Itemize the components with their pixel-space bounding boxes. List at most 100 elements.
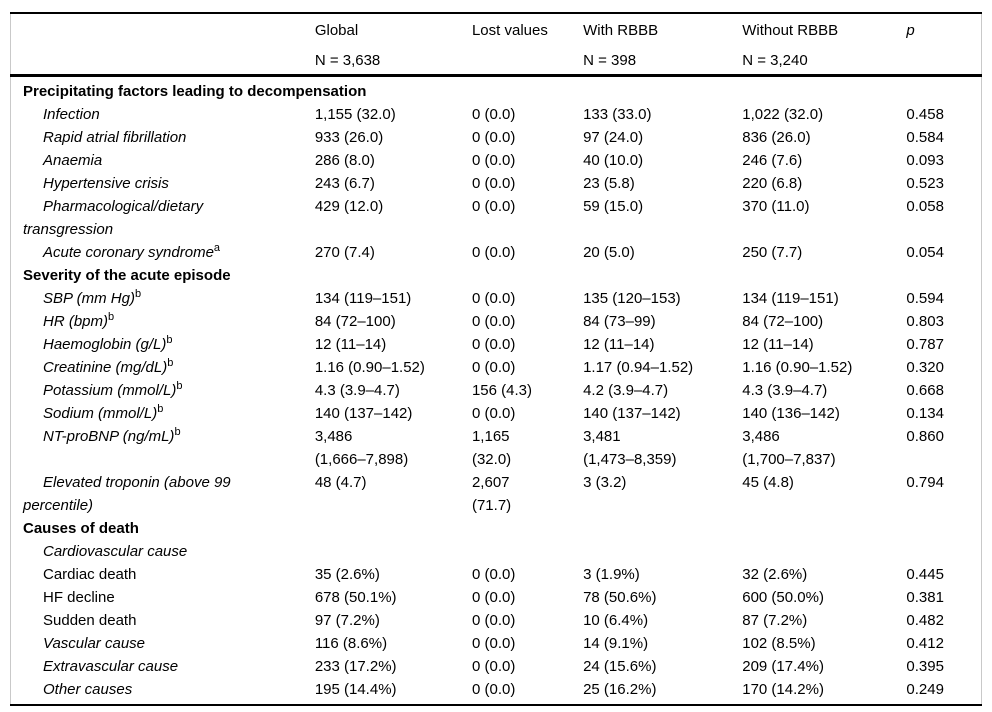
row-label: Vascular cause (43, 635, 145, 652)
cell-p-value: 0.594 (906, 290, 944, 307)
cell-without-rbbb: 1.16 (0.90–1.52) (742, 359, 853, 376)
cell-without-rbbb: 3,486 (1,700–7,837) (742, 428, 836, 468)
footnote-marker: b (134, 288, 142, 300)
column-label: Lost values (471, 22, 548, 39)
column-label: Without RBBB (742, 22, 839, 39)
cell-without-rbbb: 87 (7.2%) (742, 612, 808, 629)
cell-p-value: 0.395 (906, 658, 944, 675)
cell-lost-values: 0 (0.0) (471, 290, 516, 307)
cell-without-rbbb: 250 (7.7) (742, 244, 803, 261)
cell-global: 97 (7.2%) (314, 612, 380, 629)
column-n-count (472, 50, 583, 72)
table-row: Creatinine (mg/dL)b 1.16 (0.90–1.52) 0 (… (11, 356, 982, 379)
cell-p-value: 0.584 (906, 129, 944, 146)
column-n-count (906, 50, 981, 72)
cell-lost-values: 0 (0.0) (471, 106, 516, 123)
cell-without-rbbb: 170 (14.2%) (742, 681, 824, 698)
column-header-without-rbbb: Without RBBB N = 3,240 (742, 13, 904, 77)
row-label: Cardiovascular cause (43, 543, 188, 560)
clinical-characteristics-table: Global N = 3,638 Lost values With RBBB N… (10, 12, 982, 706)
cell-without-rbbb: 45 (4.8) (742, 474, 794, 491)
column-label: Global (314, 22, 359, 39)
row-label: Extravascular cause (43, 658, 179, 675)
table-body: Precipitating factors leading to decompe… (11, 76, 982, 706)
column-header-global: Global N = 3,638 (314, 13, 472, 77)
table-row: Anaemia 286 (8.0) 0 (0.0) 40 (10.0) 246 … (11, 149, 982, 172)
row-label: HF decline (43, 589, 115, 606)
section-header-severity: Severity of the acute episode (23, 267, 231, 284)
row-label: HR (bpm)b (43, 311, 115, 331)
cell-p-value: 0.523 (906, 175, 944, 192)
row-label: Sodium (mmol/L)b (43, 403, 164, 423)
cell-global: 4.3 (3.9–4.7) (314, 382, 400, 399)
cell-p-value: 0.412 (906, 635, 944, 652)
cell-without-rbbb: 220 (6.8) (742, 175, 803, 192)
cell-global: 3,486 (1,666–7,898) (314, 428, 409, 468)
cell-lost-values: 156 (4.3) (471, 382, 533, 399)
column-label: p (906, 22, 915, 39)
cell-with-rbbb: 97 (24.0) (583, 129, 644, 146)
cell-with-rbbb: 3 (1.9%) (583, 566, 640, 583)
cell-global: 429 (12.0) (314, 198, 384, 215)
table-row: Pharmacological/dietary transgression 42… (11, 195, 982, 241)
cell-global: 195 (14.4%) (314, 681, 397, 698)
cell-without-rbbb: 1,022 (32.0) (742, 106, 824, 123)
cell-without-rbbb: 134 (119–151) (742, 290, 839, 307)
table-row: NT-proBNP (ng/mL)b 3,486 (1,666–7,898) 1… (11, 425, 982, 471)
section-header-causes-of-death: Causes of death (23, 520, 139, 537)
cell-lost-values: 0 (0.0) (471, 566, 516, 583)
row-label: NT-proBNP (ng/mL)b (43, 426, 181, 446)
row-label: Sudden death (43, 612, 137, 629)
footnote-marker: b (167, 357, 174, 369)
cell-p-value: 0.054 (906, 244, 944, 261)
cell-p-value: 0.787 (906, 336, 944, 353)
row-label: Pharmacological/dietary transgression (23, 198, 204, 238)
footnote-marker: a (213, 242, 221, 254)
column-header-lost-values: Lost values (471, 13, 584, 77)
cell-lost-values: 0 (0.0) (471, 175, 516, 192)
footnote-marker: b (108, 311, 115, 323)
column-n-count: N = 398 (583, 52, 637, 69)
cell-global: 140 (137–142) (314, 405, 413, 422)
footnote-marker: b (157, 403, 164, 415)
cell-lost-values: 0 (0.0) (471, 589, 516, 606)
cell-p-value: 0.668 (906, 382, 944, 399)
cell-without-rbbb: 102 (8.5%) (742, 635, 816, 652)
cell-p-value: 0.093 (906, 152, 944, 169)
cell-with-rbbb: 40 (10.0) (583, 152, 644, 169)
cell-lost-values: 0 (0.0) (471, 313, 516, 330)
cell-without-rbbb: 32 (2.6%) (742, 566, 808, 583)
cell-lost-values: 0 (0.0) (471, 198, 516, 215)
table-row: Cardiac death 35 (2.6%) 0 (0.0) 3 (1.9%)… (11, 563, 982, 586)
cell-global: 233 (17.2%) (314, 658, 397, 675)
cell-lost-values: 2,607 (71.7) (471, 474, 512, 514)
cell-global: 84 (72–100) (314, 313, 396, 330)
table-row: Extravascular cause 233 (17.2%) 0 (0.0) … (11, 655, 982, 678)
cell-with-rbbb: 24 (15.6%) (583, 658, 657, 675)
column-header-empty (10, 13, 315, 77)
table-row: Rapid atrial fibrillation 933 (26.0) 0 (… (11, 126, 982, 149)
cell-without-rbbb: 370 (11.0) (742, 198, 810, 215)
cell-lost-values: 0 (0.0) (471, 152, 516, 169)
row-label: Hypertensive crisis (43, 175, 169, 192)
cell-with-rbbb (583, 540, 742, 563)
table-row: HR (bpm)b 84 (72–100) 0 (0.0) 84 (73–99)… (11, 310, 982, 333)
row-label: Potassium (mmol/L)b (43, 380, 183, 400)
cell-with-rbbb: 1.17 (0.94–1.52) (583, 359, 694, 376)
table-row: Hypertensive crisis 243 (6.7) 0 (0.0) 23… (11, 172, 982, 195)
cell-with-rbbb: 23 (5.8) (583, 175, 635, 192)
cell-with-rbbb: 3,481 (1,473–8,359) (583, 428, 677, 468)
column-label: With RBBB (583, 22, 659, 39)
section-row: Causes of death (11, 517, 982, 540)
cell-global: 35 (2.6%) (314, 566, 380, 583)
cell-p-value: 0.058 (906, 198, 944, 215)
cell-with-rbbb: 59 (15.0) (583, 198, 644, 215)
column-n-count: N = 3,240 (742, 52, 808, 69)
table-row: Cardiovascular cause (11, 540, 982, 563)
cell-with-rbbb: 10 (6.4%) (583, 612, 649, 629)
cell-lost-values: 1,165 (32.0) (471, 428, 512, 468)
cell-with-rbbb: 3 (3.2) (583, 474, 627, 491)
cell-without-rbbb: 4.3 (3.9–4.7) (742, 382, 828, 399)
cell-p-value: 0.860 (906, 428, 944, 445)
cell-without-rbbb: 140 (136–142) (742, 405, 840, 422)
